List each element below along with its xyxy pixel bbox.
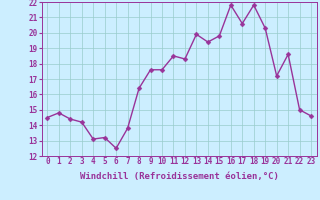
X-axis label: Windchill (Refroidissement éolien,°C): Windchill (Refroidissement éolien,°C) bbox=[80, 172, 279, 181]
